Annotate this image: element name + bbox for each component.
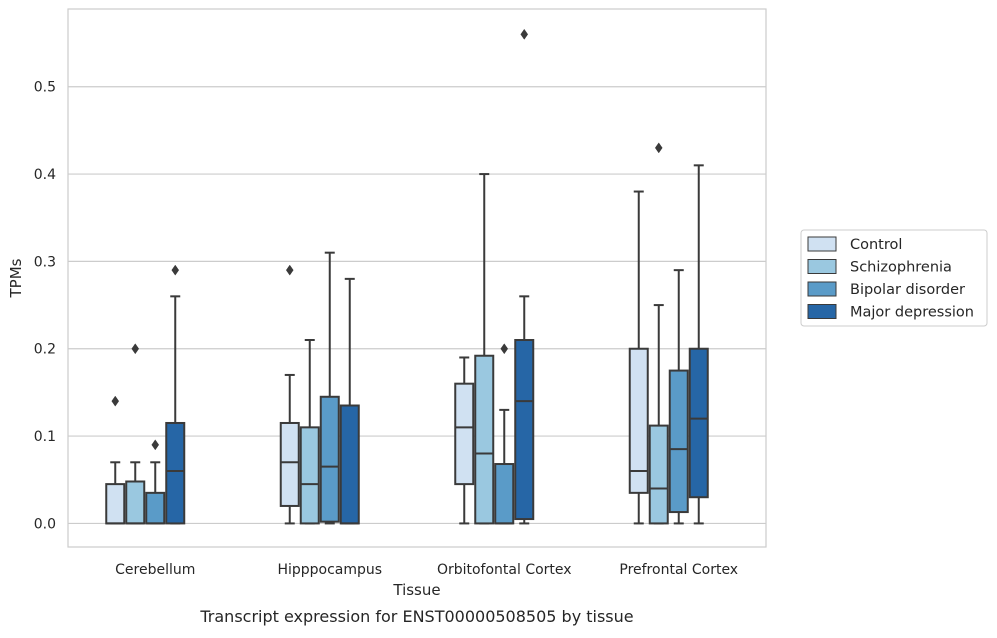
outlier-point [285,264,294,276]
outlier-point [500,343,509,355]
box-body [494,463,515,525]
box-prefrontal-cortex [668,269,689,525]
legend-label: Control [850,237,902,253]
box-prefrontal-cortex [688,164,709,525]
legend-label: Major depression [850,305,974,321]
y-tick-label: 0.1 [34,429,56,445]
legend-swatch [807,304,837,319]
box-prefrontal-cortex [648,142,669,525]
box-body [514,339,535,521]
chart-caption: Transcript expression for ENST0000050850… [199,607,633,626]
outlier-point [654,142,663,154]
series-schizophrenia [125,142,669,525]
outlier-point [171,264,180,276]
x-tick-labels: Cerebellum Hipppocampus Orbitofontal Corte… [115,562,738,578]
box-body [474,354,495,525]
outlier-point [111,395,120,407]
box-body [145,491,166,525]
box-body [339,404,360,525]
box-body [299,426,320,525]
legend: Control Schizophrenia Bipolar disorder Majo… [800,229,988,327]
outlier-point [151,439,160,451]
box-body [105,483,126,525]
box-body [454,382,475,486]
box-cerebellum [105,395,126,525]
y-tick-label: 0.3 [34,254,56,270]
legend-item: Major depression [807,304,974,321]
box-prefrontal-cortex [628,190,649,525]
x-tick-label: Hipppocampus [277,562,382,578]
legend-swatch [807,281,837,297]
box-body [628,347,649,494]
box-hipppocampus [299,339,320,525]
legend-frame [800,229,988,327]
outlier-point [520,28,529,40]
series-major-depression [165,28,709,525]
x-tick-label: Cerebellum [115,562,195,578]
box-cerebellum [145,439,166,525]
box-body [125,480,146,525]
y-tick-labels: 0.0 0.1 0.2 0.3 0.4 0.5 [34,80,56,533]
box-body [165,421,186,525]
box-hipppocampus [279,264,300,525]
box-cerebellum [165,264,186,525]
x-tick-label: Prefrontal Cortex [619,562,738,578]
box-body [279,421,300,507]
legend-label: Bipolar disorder [850,282,965,298]
legend-swatch [807,259,837,274]
box-body [648,424,669,525]
y-tick-label: 0.0 [34,516,56,532]
outlier-point [131,343,140,355]
box-cerebellum [125,343,146,525]
x-axis-label: Tissue [392,581,440,599]
box-orbitofontal-cortex [474,173,495,525]
box-body [668,369,689,514]
legend-item: Bipolar disorder [807,281,965,298]
box-orbitofontal-cortex [514,28,535,525]
legend-item: Schizophrenia [807,259,952,276]
x-tick-label: Orbitofontal Cortex [437,562,572,578]
box-plot-series [105,28,709,525]
y-axis-label: TPMs [7,258,25,298]
y-tick-label: 0.5 [34,80,56,96]
legend-swatch [807,236,837,252]
box-body [319,395,340,523]
box-orbitofontal-cortex [494,343,515,525]
series-control [105,190,649,525]
box-hipppocampus [339,277,360,525]
legend-label: Schizophrenia [850,260,952,276]
box-body [688,347,709,499]
series-bipolar-disorder [145,251,689,525]
plot-frame [67,8,767,548]
legend-item: Control [807,236,902,253]
box-hipppocampus [319,251,340,525]
y-tick-label: 0.2 [34,342,56,358]
y-tick-label: 0.4 [34,167,56,183]
box-orbitofontal-cortex [454,356,475,525]
